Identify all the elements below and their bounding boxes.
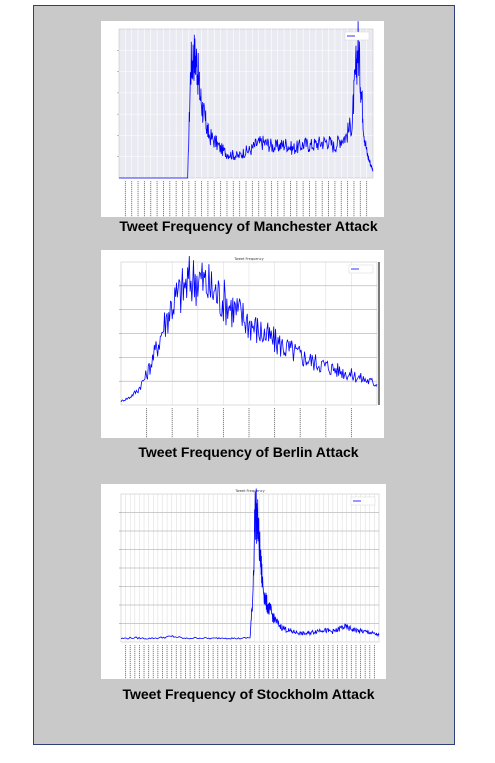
series-line: [119, 21, 374, 179]
series-line: [120, 255, 378, 403]
berlin-tweet-frequency-chart: Tweet Frequency: [119, 255, 380, 438]
manchester-caption: Tweet Frequency of Manchester Attack: [119, 218, 378, 234]
stockholm-chart-card: Tweet Frequency: [101, 484, 386, 679]
berlin-chart-card: Tweet Frequency: [101, 250, 384, 438]
chart-title: Tweet Frequency: [234, 489, 264, 493]
manchester-tweet-frequency-chart: [117, 21, 374, 217]
chart-title: Tweet Frequency: [233, 257, 263, 261]
legend-box: [348, 264, 374, 274]
figure-frame: Tweet Frequency of Manchester Attack Twe…: [33, 5, 455, 745]
manchester-chart-card: [101, 21, 384, 217]
series-line: [120, 488, 380, 640]
berlin-caption: Tweet Frequency of Berlin Attack: [138, 444, 359, 460]
legend-box: [350, 496, 376, 506]
stockholm-caption: Tweet Frequency of Stockholm Attack: [122, 686, 375, 702]
stockholm-tweet-frequency-chart: Tweet Frequency: [119, 488, 380, 679]
legend-box: [344, 31, 370, 41]
